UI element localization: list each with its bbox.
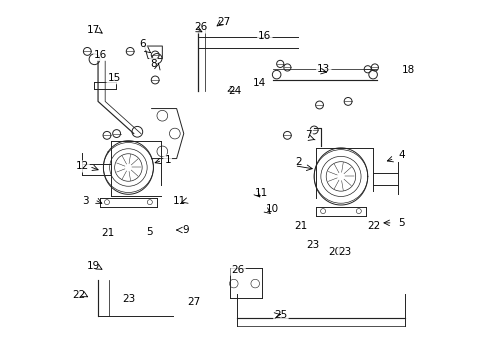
Text: 21: 21 bbox=[293, 221, 306, 231]
Text: 26: 26 bbox=[194, 22, 207, 32]
Text: 23: 23 bbox=[338, 247, 351, 257]
Text: 11: 11 bbox=[254, 188, 267, 198]
Text: 10: 10 bbox=[265, 204, 278, 214]
Text: 2: 2 bbox=[294, 157, 301, 167]
Text: 14: 14 bbox=[252, 78, 265, 88]
Text: 3: 3 bbox=[82, 197, 89, 206]
Text: 4: 4 bbox=[398, 150, 404, 160]
Text: 9: 9 bbox=[182, 225, 188, 235]
Text: 22: 22 bbox=[366, 221, 380, 231]
Text: 7: 7 bbox=[305, 130, 311, 140]
Text: 19: 19 bbox=[86, 261, 100, 271]
Text: 20: 20 bbox=[327, 247, 341, 257]
Text: 23: 23 bbox=[122, 294, 136, 303]
Text: 11: 11 bbox=[172, 196, 186, 206]
Text: 17: 17 bbox=[86, 25, 100, 35]
Text: 15: 15 bbox=[107, 73, 121, 83]
Text: 18: 18 bbox=[401, 65, 415, 75]
Text: 16: 16 bbox=[94, 50, 107, 60]
Text: 26: 26 bbox=[231, 265, 244, 275]
Text: 8: 8 bbox=[150, 59, 156, 69]
Text: 13: 13 bbox=[317, 64, 330, 74]
Text: 23: 23 bbox=[306, 240, 319, 250]
Text: 21: 21 bbox=[101, 228, 114, 238]
Text: 22: 22 bbox=[72, 290, 85, 300]
Text: 27: 27 bbox=[217, 17, 230, 27]
Text: 6: 6 bbox=[139, 39, 146, 49]
Text: 12: 12 bbox=[75, 161, 88, 171]
Text: 5: 5 bbox=[398, 218, 404, 228]
Text: 16: 16 bbox=[258, 31, 271, 41]
Text: 27: 27 bbox=[186, 297, 200, 307]
Text: 5: 5 bbox=[146, 227, 153, 237]
Text: 1: 1 bbox=[164, 156, 171, 165]
Text: 25: 25 bbox=[274, 310, 287, 320]
Text: 24: 24 bbox=[227, 86, 241, 96]
